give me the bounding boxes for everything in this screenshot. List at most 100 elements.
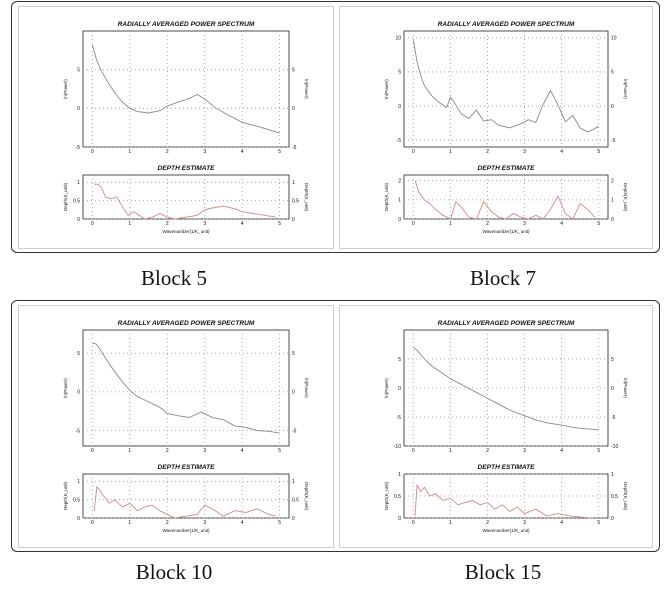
depth-estimate-y-tick-0.5: 0.5 — [73, 497, 80, 503]
power-spectrum-title: RADIALLY AVERAGED POWER SPECTRUM — [118, 21, 255, 28]
depth-estimate-x-tick-2: 2 — [486, 520, 489, 526]
power-spectrum-series-line — [412, 39, 599, 133]
power-spectrum-y-tick--10: -10 — [394, 444, 401, 450]
depth-estimate-y-label-right: Depth(K_unit) — [623, 482, 628, 511]
depth-estimate-y-tick-1: 1 — [77, 180, 80, 186]
depth-estimate-x-tick-4: 4 — [241, 520, 244, 526]
power-spectrum-subplot-block-1: RADIALLY AVERAGED POWER SPECTRUM 0 1 2 3 4 5 -5… — [384, 21, 628, 155]
power-spectrum-y-tick-10: 10 — [395, 36, 401, 42]
depth-estimate-y-tick-right-0: 0 — [611, 516, 614, 522]
power-spectrum-y-tick-right--5: -5 — [292, 428, 297, 434]
power-spectrum-series-line — [92, 342, 280, 434]
depth-estimate-y-tick-0.5: 0.5 — [73, 198, 80, 204]
depth-estimate-y-tick-0: 0 — [77, 516, 80, 522]
depth-estimate-y-tick-right-1: 1 — [292, 479, 295, 485]
power-spectrum-x-tick-5: 5 — [597, 448, 600, 454]
power-spectrum-y-label: ln(Power) — [63, 378, 68, 398]
power-spectrum-y-tick-right-0: 0 — [292, 106, 295, 112]
depth-estimate-x-tick-5: 5 — [597, 221, 600, 227]
power-spectrum-y-tick-right--5: -5 — [292, 145, 297, 151]
power-spectrum-y-label: ln(Power) — [384, 79, 389, 99]
depth-estimate-x-tick-3: 3 — [203, 520, 206, 526]
power-spectrum-x-tick-5: 5 — [278, 149, 281, 155]
depth-estimate-x-tick-3: 3 — [203, 221, 206, 227]
depth-estimate-x-tick-4: 4 — [241, 221, 244, 227]
power-spectrum-y-tick-right-5: 5 — [611, 357, 614, 363]
depth-estimate-x-tick-4: 4 — [560, 221, 563, 227]
caption-block-7: Block 7 — [470, 266, 536, 290]
power-spectrum-x-tick-1: 1 — [128, 149, 131, 155]
depth-estimate-x-tick-3: 3 — [523, 520, 526, 526]
power-spectrum-y-label-right: ln(Power) — [623, 378, 628, 398]
power-spectrum-title: RADIALLY AVERAGED POWER SPECTRUM — [438, 320, 575, 327]
power-spectrum-y-tick-0: 0 — [77, 390, 80, 396]
power-spectrum-y-label: ln(Power) — [384, 378, 389, 398]
chart-svg-block-15: RADIALLY AVERAGED POWER SPECTRUM 0 1 2 3 4 5 -1… — [384, 320, 628, 533]
depth-estimate-axes-frame — [403, 174, 609, 220]
depth-estimate-series-line — [94, 183, 276, 220]
power-spectrum-y-tick-right--5: -5 — [611, 415, 616, 421]
depth-estimate-y-tick-1: 1 — [77, 479, 80, 485]
caption-block-10: Block 10 — [135, 560, 213, 584]
power-spectrum-y-tick-5: 5 — [398, 357, 401, 363]
depth-estimate-x-tick-0: 0 — [412, 221, 415, 227]
power-spectrum-axes-frame — [82, 30, 290, 148]
power-spectrum-y-label-right: ln(Power) — [304, 378, 309, 398]
depth-estimate-y-label-right: Depth(K_unit) — [304, 183, 309, 212]
depth-estimate-x-label: Wavenumber(1/K_unit) — [482, 229, 530, 234]
depth-estimate-y-tick-right-1: 1 — [611, 472, 614, 478]
power-spectrum-x-tick-4: 4 — [560, 448, 563, 454]
power-spectrum-x-tick-3: 3 — [523, 448, 526, 454]
power-spectrum-x-tick-5: 5 — [278, 448, 281, 454]
chart-panel-block-10: RADIALLY AVERAGED POWER SPECTRUM 0 1 2 3 4 5 -5… — [18, 305, 334, 548]
depth-estimate-y-tick-0: 0 — [398, 217, 401, 223]
power-spectrum-y-tick--5: -5 — [76, 428, 81, 434]
power-spectrum-x-tick-1: 1 — [449, 149, 452, 155]
power-spectrum-axes-frame — [403, 329, 609, 447]
depth-estimate-subplot-block-1: DEPTH ESTIMATE 0 1 2 3 4 5 0 0 1 1 2 2 Depth(K_unit) D… — [384, 165, 628, 234]
depth-estimate-y-tick-0.5: 0.5 — [394, 494, 401, 500]
chart-svg-block-10: RADIALLY AVERAGED POWER SPECTRUM 0 1 2 3 4 5 -5… — [63, 320, 309, 533]
power-spectrum-y-tick-5: 5 — [77, 351, 80, 357]
depth-estimate-x-tick-2: 2 — [166, 520, 169, 526]
power-spectrum-series-line — [91, 44, 280, 134]
power-spectrum-x-tick-2: 2 — [166, 448, 169, 454]
depth-estimate-series-line — [414, 483, 592, 519]
chart-svg-block-7: RADIALLY AVERAGED POWER SPECTRUM 0 1 2 3 4 5 -5… — [384, 21, 628, 234]
power-spectrum-x-tick-0: 0 — [91, 448, 94, 454]
power-spectrum-y-tick-right--5: -5 — [611, 138, 616, 144]
power-spectrum-y-tick-5: 5 — [77, 67, 80, 73]
power-spectrum-y-tick-0: 0 — [398, 386, 401, 392]
depth-estimate-y-tick-1: 1 — [398, 472, 401, 478]
power-spectrum-x-tick-3: 3 — [523, 149, 526, 155]
power-spectrum-x-tick-2: 2 — [486, 448, 489, 454]
power-spectrum-title: RADIALLY AVERAGED POWER SPECTRUM — [438, 21, 575, 28]
power-spectrum-y-tick-right-5: 5 — [611, 70, 614, 76]
depth-estimate-x-tick-0: 0 — [91, 520, 94, 526]
power-spectrum-y-tick-right-5: 5 — [292, 67, 295, 73]
depth-estimate-axes-frame — [82, 473, 290, 519]
power-spectrum-x-tick-1: 1 — [128, 448, 131, 454]
chart-panel-block-15: RADIALLY AVERAGED POWER SPECTRUM 0 1 2 3 4 5 -1… — [339, 305, 653, 548]
depth-estimate-title: DEPTH ESTIMATE — [157, 464, 215, 471]
power-spectrum-x-tick-4: 4 — [241, 448, 244, 454]
depth-estimate-x-tick-0: 0 — [412, 520, 415, 526]
depth-estimate-x-tick-5: 5 — [278, 221, 281, 227]
depth-estimate-subplot-block-3: DEPTH ESTIMATE 0 1 2 3 4 5 0 0 0.5 0.5 1 1 Depth(K_un… — [384, 464, 628, 533]
power-spectrum-axes-frame — [403, 30, 609, 148]
depth-estimate-title: DEPTH ESTIMATE — [477, 464, 535, 471]
power-spectrum-y-tick-right-5: 5 — [292, 351, 295, 357]
power-spectrum-subplot-block-0: RADIALLY AVERAGED POWER SPECTRUM 0 1 2 3 4 5 -5… — [63, 21, 309, 155]
depth-estimate-y-tick-right-0: 0 — [292, 516, 295, 522]
depth-estimate-x-tick-5: 5 — [597, 520, 600, 526]
depth-estimate-x-label: Wavenumber(1/K_unit) — [482, 528, 530, 533]
depth-estimate-title: DEPTH ESTIMATE — [157, 165, 215, 172]
power-spectrum-y-tick-5: 5 — [398, 70, 401, 76]
power-spectrum-x-tick-0: 0 — [412, 448, 415, 454]
power-spectrum-axes-frame — [82, 329, 290, 447]
depth-estimate-y-label: Depth(K_unit) — [384, 182, 389, 211]
depth-estimate-y-tick-right-0.5: 0.5 — [292, 497, 299, 503]
depth-estimate-x-tick-3: 3 — [523, 221, 526, 227]
depth-estimate-y-tick-right-1: 1 — [292, 180, 295, 186]
depth-estimate-y-label-right: Depth(K_unit) — [623, 183, 628, 212]
